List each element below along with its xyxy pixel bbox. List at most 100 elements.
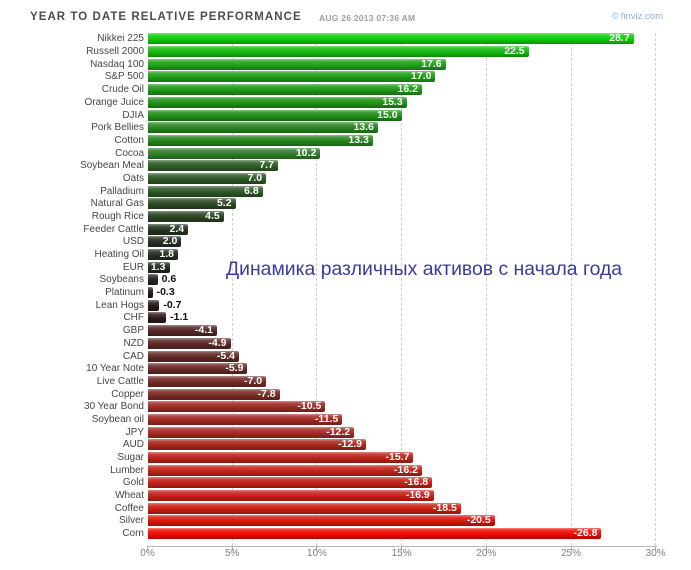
x-axis-tick-label: 25% [560,548,582,559]
category-label: Orange Juice [84,96,144,108]
gridline-25 [570,33,572,546]
value-label: 10.2 [295,146,317,159]
bar-gbp [147,325,217,337]
value-label: 28.7 [609,32,630,45]
bar-silver [147,515,495,527]
value-label: 22.5 [504,45,525,58]
category-label: Oats [122,172,144,184]
value-label: -7.8 [257,387,276,400]
value-label: 5.2 [216,197,232,210]
category-label: EUR [122,261,144,273]
value-label: 4.5 [205,209,220,222]
bar-soybeans [147,274,158,286]
bar-s-p-500 [147,71,436,83]
value-label: 15.3 [382,95,403,108]
category-label: Lean Hogs [95,299,144,311]
value-label: 1.3 [150,260,166,273]
x-axis-tick-0 [147,546,148,551]
value-label: -11.5 [314,412,339,425]
gridline-30 [655,33,657,546]
category-label: GBP [122,325,144,337]
value-label: 2.4 [169,222,185,235]
bar-soybean-meal [147,160,278,172]
value-label: -7.0 [243,374,263,387]
value-label: -16.8 [404,476,429,489]
bar-nzd [147,337,231,349]
x-axis-tick-label: 30% [645,548,666,559]
value-label: 0.6 [161,273,177,286]
brand-label: finviz.com [620,11,663,22]
bar-oats [147,172,267,184]
gridline-10 [316,33,318,546]
category-label: Nasdaq 100 [90,58,144,70]
category-label: Silver [118,515,144,527]
value-label: 16.2 [397,83,418,96]
value-label: -4.1 [194,324,213,337]
bar-orange-juice [147,96,407,108]
value-label: -0.3 [156,286,175,299]
category-label: Sugar [117,452,144,463]
category-label: Pork Bellies [91,122,144,134]
bar-palladium [147,185,263,197]
category-label: Corn [122,528,144,540]
category-label: CHF [123,312,144,324]
category-label: Lumber [110,464,144,476]
bar-cocoa [147,147,321,159]
finviz-brand-link[interactable]: © finviz.com [612,11,663,22]
bar-corn [147,528,602,540]
category-label: Cotton [114,134,144,146]
bar-lean-hogs [147,299,160,311]
category-label: S&P 500 [104,71,144,83]
value-label: 7.0 [247,171,263,184]
category-label: Soybean oil [91,413,144,425]
value-label: 17.6 [421,57,442,70]
bar-live-cattle [147,375,267,387]
x-axis-tick-label: 15% [391,548,412,559]
value-label: 13.6 [353,121,374,134]
bar-sugar [147,452,414,463]
x-axis-tick-label: 5% [224,548,240,559]
bar-gold [147,477,433,489]
x-axis-tick-15 [401,546,403,551]
category-label: Palladium [100,185,144,197]
bar-chf [147,312,167,324]
bar-platinum [147,287,153,299]
category-label: Platinum [105,287,144,299]
x-axis-tick-label: 0% [140,548,155,559]
value-label: 15.0 [377,108,398,121]
category-label: DJIA [122,109,144,121]
x-axis-tick-label: 10% [306,548,327,559]
value-label: -1.1 [170,311,189,324]
annotation-text: Динамика различных активов с начала года [226,258,623,280]
copyright-icon: © [612,11,619,21]
value-label: -16.9 [405,489,430,502]
value-label: -0.7 [163,298,182,311]
bar-lumber [147,464,422,476]
bar-cotton [147,134,373,146]
bar-aud [147,439,367,451]
category-label: CAD [122,350,144,362]
bar-soybean-oil [147,413,343,425]
value-label: 1.8 [159,248,174,261]
category-label: 10 Year Note [86,363,144,375]
bar-russell-2000 [147,46,529,58]
category-label: Coffee [114,502,144,514]
value-label: 7.7 [259,159,274,172]
bar-copper [147,388,280,400]
category-label: Live Cattle [96,375,144,387]
gridline-15 [401,33,403,546]
x-axis-line [146,545,657,547]
x-axis-tick-25 [570,546,572,551]
bar-coffee [147,502,461,514]
bar-crude-oil [147,84,422,96]
bar-pork-bellies [147,122,378,134]
x-axis-tick-10 [316,546,318,551]
bar-heating-oil [147,249,178,261]
value-label: 13.3 [348,133,369,146]
category-label: Russell 2000 [86,46,144,58]
bar-eur [147,261,170,273]
category-label: AUD [122,439,144,451]
value-label: 6.8 [244,184,259,197]
bar-rough-rice [147,210,224,222]
